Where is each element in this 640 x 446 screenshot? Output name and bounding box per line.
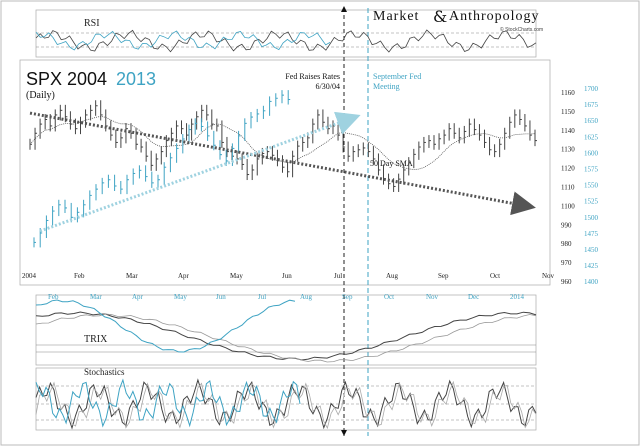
left-tick-label: 1120 xyxy=(561,165,575,173)
x-tick-2004: Apr xyxy=(178,272,190,280)
x-tick-2013: Mar xyxy=(90,293,102,301)
left-tick-label: 1150 xyxy=(561,108,575,116)
x-tick-2013: Oct xyxy=(384,293,394,301)
x-tick-2004: May xyxy=(230,272,243,280)
left-tick-label: 1100 xyxy=(561,202,575,210)
left-tick-label: 990 xyxy=(561,221,572,229)
right-tick-label: 1425 xyxy=(584,262,599,270)
brand-word-1: Market xyxy=(373,9,419,24)
brand-ampersand-icon: & xyxy=(433,7,447,26)
stoch-2013-line xyxy=(35,378,301,428)
right-tick-label: 1450 xyxy=(584,246,599,254)
stoch-signal-line xyxy=(35,380,537,430)
x-tick-2013: Dec xyxy=(468,293,479,301)
x-tick-2004: Jul xyxy=(334,272,342,280)
left-tick-label: 970 xyxy=(561,259,572,267)
price-panel xyxy=(19,59,551,286)
trix-2004-line xyxy=(35,311,537,361)
rsi-label: RSI xyxy=(84,18,100,29)
left-tick-label: 1110 xyxy=(561,184,575,192)
x-tick-2013: May xyxy=(174,293,187,301)
fed-line-bottom-marker-icon xyxy=(341,430,347,436)
x-tick-2013: 2014 xyxy=(510,293,525,301)
trix-signal-line xyxy=(35,313,537,363)
right-tick-label: 1400 xyxy=(584,278,599,286)
title-2004: SPX 2004 xyxy=(26,69,107,89)
right-tick-label: 1650 xyxy=(584,117,599,125)
right-tick-label: 1550 xyxy=(584,182,599,190)
x-tick-2013: Aug xyxy=(300,293,313,301)
september-fed-meeting: Meeting xyxy=(373,82,400,91)
x-tick-2004: 2004 xyxy=(22,272,37,280)
trix-2013-line xyxy=(35,299,296,353)
x-tick-2013: Nov xyxy=(426,293,439,301)
september-fed-label: September Fed xyxy=(373,72,421,81)
x-tick-2013: Jul xyxy=(258,293,266,301)
x-tick-2013: Feb xyxy=(48,293,59,301)
right-tick-label: 1475 xyxy=(584,230,599,238)
left-tick-label: 960 xyxy=(561,278,572,286)
fed-line-top-marker-icon xyxy=(341,6,347,12)
fed-raises-label: Fed Raises Rates xyxy=(285,72,340,81)
trix-panel xyxy=(35,294,537,366)
stoch-panel xyxy=(35,367,537,431)
stoch-2004-line xyxy=(35,378,537,430)
x-tick-2004: Nov xyxy=(542,272,555,280)
brand-word-2: Anthropology xyxy=(449,9,540,24)
title-2013: 2013 xyxy=(116,69,156,89)
falling-trend-line xyxy=(29,111,536,216)
rsi-2013-line xyxy=(35,30,331,51)
right-tick-label: 1575 xyxy=(584,166,599,174)
x-tick-2004: Feb xyxy=(74,272,85,280)
left-tick-label: 1130 xyxy=(561,146,575,154)
right-tick-label: 1500 xyxy=(584,214,599,222)
x-tick-2013: Sep xyxy=(342,293,353,301)
right-tick-label: 1700 xyxy=(584,85,599,93)
left-tick-label: 1140 xyxy=(561,127,575,135)
left-tick-label: 1160 xyxy=(561,89,575,97)
rsi-panel xyxy=(35,9,537,58)
subtitle: (Daily) xyxy=(26,90,55,101)
x-tick-2004: Jun xyxy=(282,272,292,280)
x-tick-2004: Sep xyxy=(438,272,449,280)
credit: © StockCharts.com xyxy=(500,26,543,33)
x-tick-2013: Apr xyxy=(132,293,144,301)
x-tick-2004: Mar xyxy=(126,272,138,280)
right-tick-label: 1675 xyxy=(584,101,599,109)
right-tick-label: 1600 xyxy=(584,149,599,157)
x-tick-2004: Aug xyxy=(386,272,399,280)
left-tick-label: 980 xyxy=(561,240,572,248)
trix-label: TRIX xyxy=(84,334,108,345)
rsi-2004-line xyxy=(35,29,537,53)
x-tick-2004: Oct xyxy=(490,272,500,280)
fed-raises-date: 6/30/04 xyxy=(316,82,340,91)
right-tick-label: 1525 xyxy=(584,198,599,206)
stochastics-label: Stochastics xyxy=(84,367,125,377)
sma-label: 50 Day SMA xyxy=(370,159,413,168)
x-tick-2013: Jun xyxy=(216,293,226,301)
right-tick-label: 1625 xyxy=(584,133,599,141)
